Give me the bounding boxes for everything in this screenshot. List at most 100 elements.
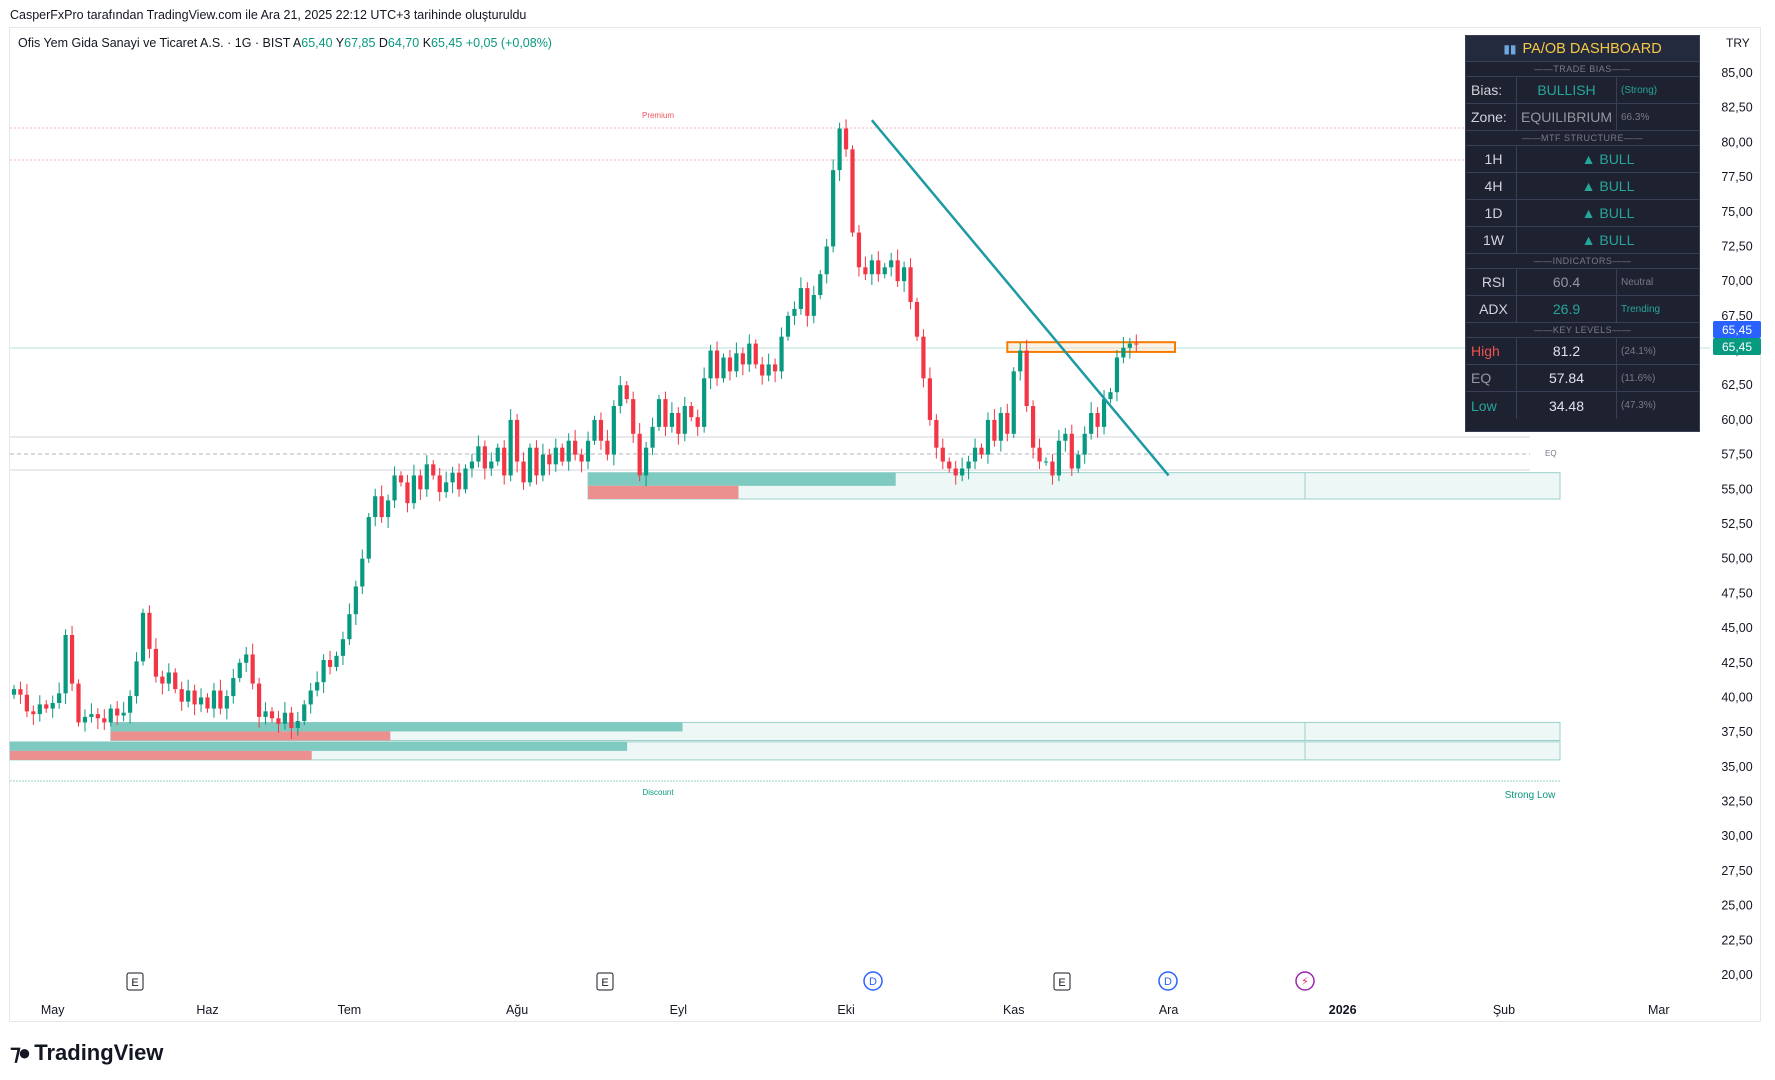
candle xyxy=(31,705,36,725)
candle-body xyxy=(418,475,423,490)
mtf-row-1d: 1D ▲ BULL xyxy=(1466,200,1699,227)
candle-body xyxy=(876,260,881,275)
candle xyxy=(1050,454,1055,485)
dividend-marker-label: D xyxy=(869,976,877,988)
section-key-levels-label: KEY LEVELS xyxy=(1552,325,1613,335)
candle-body xyxy=(947,461,952,469)
mtf-value-4h: ▲ BULL xyxy=(1516,173,1699,199)
candle xyxy=(147,605,152,659)
earnings-marker-label: E xyxy=(131,977,138,989)
candle-body xyxy=(308,690,313,705)
candle-body xyxy=(502,447,507,476)
candle-body xyxy=(1101,399,1107,427)
candle xyxy=(972,438,978,470)
x-tick-label: May xyxy=(41,1003,65,1017)
candle xyxy=(1114,349,1120,402)
candle xyxy=(921,329,926,388)
candle xyxy=(695,409,700,437)
candle-body xyxy=(392,475,397,501)
candle-body xyxy=(547,454,552,465)
candle xyxy=(1134,334,1139,352)
candle xyxy=(153,638,158,683)
candle-body xyxy=(411,475,416,504)
candle-body xyxy=(721,357,726,379)
high-row: High 81.2 (24.1%) xyxy=(1466,338,1699,365)
candle xyxy=(115,701,120,725)
candle-body xyxy=(1056,440,1061,476)
dividend-marker-label: D xyxy=(1164,976,1172,988)
chart-frame xyxy=(9,27,1761,1022)
candle-body xyxy=(515,419,520,462)
candle xyxy=(82,709,88,732)
y-tick-label: 67,50 xyxy=(1721,309,1752,323)
high-level-value: 81.2 xyxy=(1516,338,1617,364)
candle-body xyxy=(708,350,713,379)
candle-body xyxy=(1031,406,1036,448)
chart-credit: CasperFxPro tarafından TradingView.com i… xyxy=(10,8,527,22)
currency-badge[interactable]: TRY xyxy=(1726,36,1750,50)
mtf-tf-4h: 4H xyxy=(1484,178,1503,194)
eq-level-value: 57.84 xyxy=(1516,365,1617,391)
candle xyxy=(469,454,475,478)
candle xyxy=(579,448,584,473)
low-value: 64,70 xyxy=(387,36,420,50)
candle-body xyxy=(82,716,88,723)
candle xyxy=(927,367,932,426)
candle xyxy=(734,342,739,378)
candle-body xyxy=(540,454,545,476)
candle xyxy=(450,466,455,494)
candle xyxy=(747,334,752,372)
y-tick-label: 20,00 xyxy=(1721,968,1752,982)
bias-row: Bias: BULLISH (Strong) xyxy=(1466,77,1699,104)
tradingview-logo[interactable]: ⁊● TradingView xyxy=(10,1040,163,1066)
candle xyxy=(521,452,526,490)
section-trade-bias-label: TRADE BIAS xyxy=(1553,64,1612,74)
candle xyxy=(308,683,313,714)
x-tick-label: Eyl xyxy=(670,1003,687,1017)
zone-bear-part-0 xyxy=(588,485,739,500)
candle-body xyxy=(302,704,307,722)
zone-bull-part-0 xyxy=(588,472,896,486)
candle xyxy=(553,438,558,472)
candle-body xyxy=(631,399,636,434)
candle xyxy=(856,225,862,277)
candle-body xyxy=(805,288,810,316)
mtf-tf-1h: 1H xyxy=(1484,151,1503,167)
candle-body xyxy=(115,708,120,716)
candle xyxy=(340,631,346,665)
candle xyxy=(192,684,197,716)
x-tick-label: Mar xyxy=(1648,1003,1670,1017)
eq-label: EQ xyxy=(1545,449,1557,458)
candle xyxy=(76,679,81,727)
candle xyxy=(785,311,791,341)
candle-body xyxy=(1069,433,1074,469)
candle-body xyxy=(57,693,62,704)
candle-body xyxy=(1063,433,1068,441)
candle xyxy=(850,145,855,237)
lightning-icon-glyph: ⚡ xyxy=(1301,975,1309,988)
candle-body xyxy=(424,464,429,490)
candle xyxy=(102,709,107,730)
candle xyxy=(585,431,591,470)
candle-body xyxy=(1108,392,1113,400)
candle-body xyxy=(908,267,913,302)
y-tick-label: 82,50 xyxy=(1721,101,1752,115)
candle-body xyxy=(798,288,803,309)
candle xyxy=(689,401,694,422)
candle-body xyxy=(605,440,610,455)
zone-breaker xyxy=(1006,341,1176,353)
candle-body xyxy=(663,399,668,427)
y-tick-label: 30,00 xyxy=(1721,829,1752,843)
y-tick-label: 50,00 xyxy=(1721,552,1752,566)
symbol-legend[interactable]: Ofis Yem Gida Sanayi ve Ticaret A.S. · 1… xyxy=(18,36,552,50)
candle-body xyxy=(566,440,571,462)
candle xyxy=(334,651,339,672)
candle xyxy=(592,415,597,445)
candle xyxy=(1069,424,1074,476)
candle xyxy=(373,488,378,527)
candle xyxy=(495,443,500,466)
high-value: 67,85 xyxy=(344,36,376,50)
candle xyxy=(753,339,758,369)
candle-body xyxy=(1037,447,1042,462)
